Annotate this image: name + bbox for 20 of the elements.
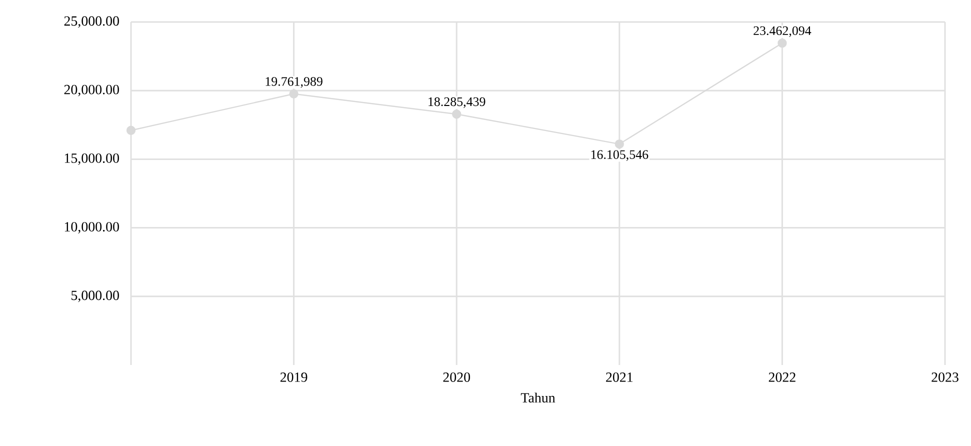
x-tick-label: 2021 xyxy=(606,372,633,382)
y-tick-label: 20,000.00 xyxy=(64,84,119,96)
point xyxy=(289,89,298,98)
x-tick-label: 2019 xyxy=(280,372,308,382)
point xyxy=(778,38,787,48)
y-tick-label: 15,000.00 xyxy=(64,153,119,165)
data-label: 16.105,546 xyxy=(591,150,648,161)
x-tick-label: 2022 xyxy=(768,372,796,382)
x-axis-title: Tahun xyxy=(520,392,556,403)
y-tick-label: 5,000.00 xyxy=(72,290,119,302)
data-label: 23.462,094 xyxy=(754,26,812,37)
point xyxy=(614,139,624,149)
y-tick-label: 25,000.00 xyxy=(64,16,119,28)
x-tick-label: 2023 xyxy=(932,372,958,382)
point xyxy=(126,126,136,135)
data-label: 19.761,989 xyxy=(266,77,322,88)
x-tick-label: 2020 xyxy=(443,372,470,382)
data-label: 18.285,439 xyxy=(428,97,486,108)
point xyxy=(452,110,462,119)
y-tick-label: 10,000.00 xyxy=(64,222,119,234)
